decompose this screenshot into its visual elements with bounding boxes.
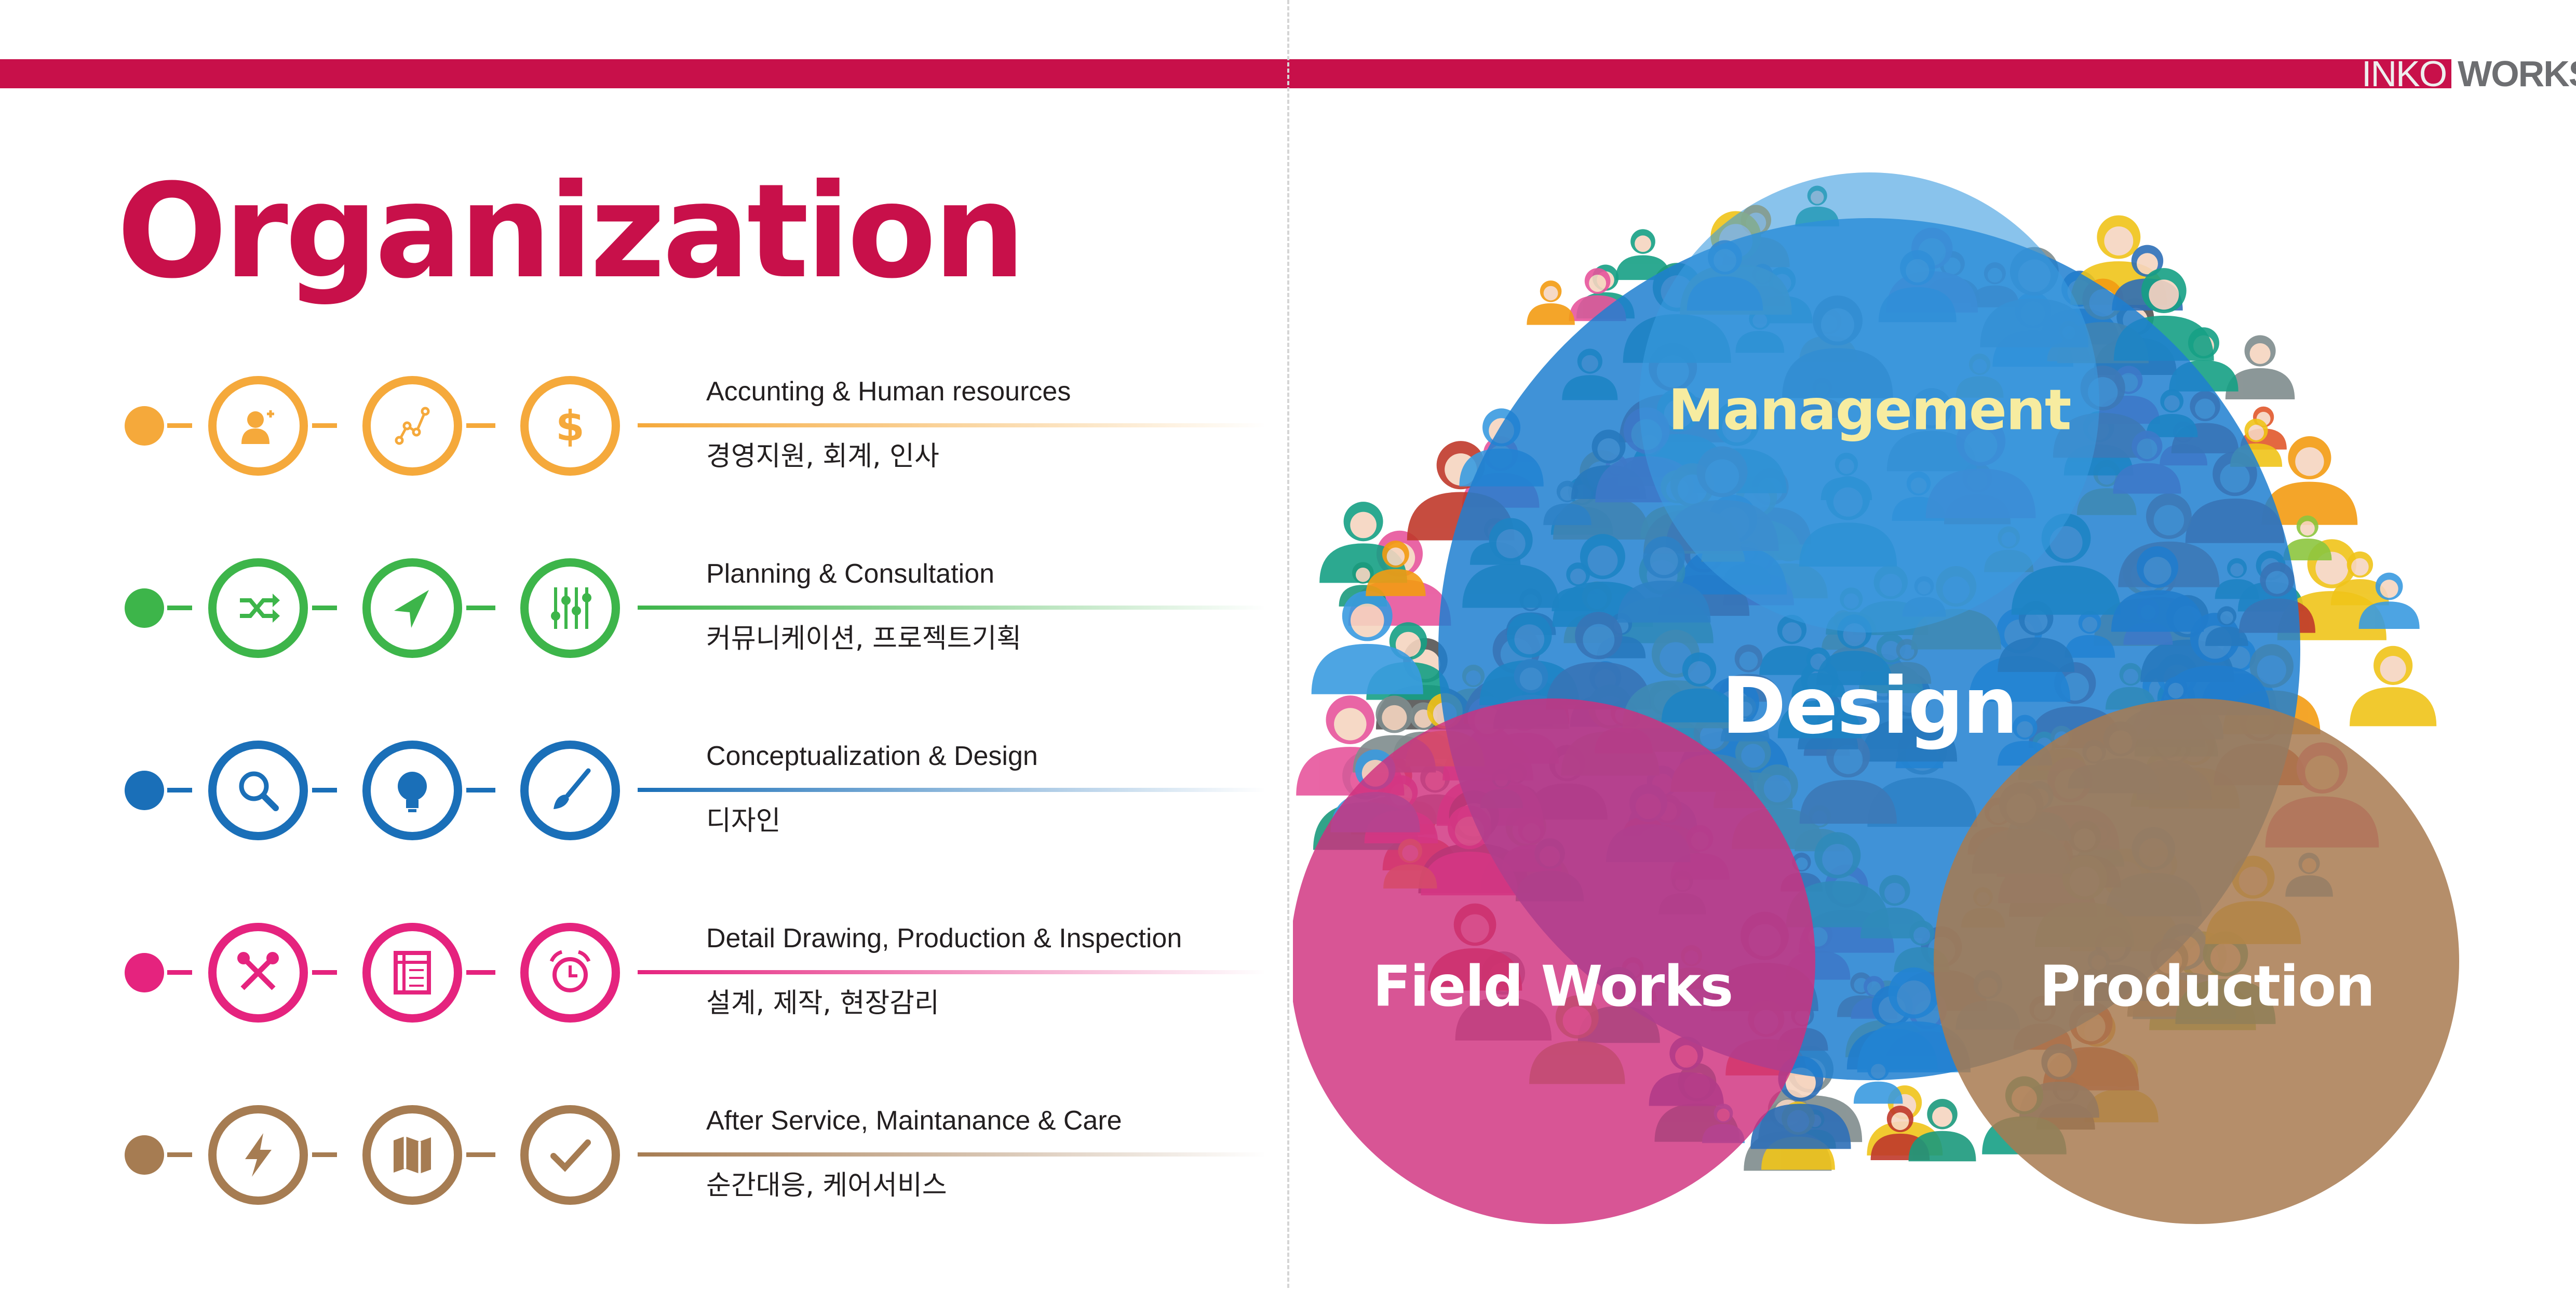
connector xyxy=(466,423,495,428)
icon-circle xyxy=(208,1105,308,1205)
connector xyxy=(312,970,337,975)
connector xyxy=(312,1152,337,1157)
row-underline xyxy=(638,1152,1266,1157)
row-underline xyxy=(638,970,1266,974)
navigation-arrow-icon xyxy=(394,590,429,628)
icon-circle xyxy=(362,558,462,658)
production-circle xyxy=(1934,698,2459,1224)
person-icon xyxy=(2283,515,2332,560)
inko-works-logo: INKO WORKS xyxy=(2362,53,2576,94)
connector xyxy=(466,970,495,975)
icon-circle xyxy=(520,558,620,658)
label-design: Design xyxy=(1721,661,2018,751)
org-row: $ Accunting & Human resources 경영지원, 회계, 인사 xyxy=(0,364,1283,488)
notepad-icon xyxy=(394,951,431,995)
search-icon xyxy=(239,771,279,811)
org-row: Detail Drawing, Production & Inspection 설… xyxy=(0,910,1283,1035)
icon-circle xyxy=(520,1105,620,1205)
dollar-icon: $ xyxy=(556,402,585,450)
person-icon xyxy=(1527,280,1575,325)
row-title-ko: 경영지원, 회계, 인사 xyxy=(706,441,939,472)
icon-circle xyxy=(208,741,308,840)
venn-graphic xyxy=(1290,172,2459,1224)
row-bullet xyxy=(125,1135,164,1175)
connector xyxy=(167,1152,192,1157)
person-icon xyxy=(2330,551,2389,606)
icon-circle xyxy=(362,1105,462,1205)
row-title-ko: 디자인 xyxy=(706,805,781,837)
person-icon xyxy=(1311,590,1423,694)
label-field-works: Field Works xyxy=(1372,954,1734,1019)
line-graph-icon xyxy=(395,407,430,445)
checkmark-icon xyxy=(550,1139,591,1172)
page-fold-divider xyxy=(1287,0,1289,1288)
person-icon xyxy=(1366,541,1426,596)
icon-circle xyxy=(362,923,462,1023)
svg-text:$: $ xyxy=(556,402,585,450)
map-icon xyxy=(394,1136,431,1174)
person-icon xyxy=(2350,646,2437,727)
alarm-clock-icon xyxy=(549,950,591,992)
label-management: Management xyxy=(1668,378,2072,443)
lightbulb-icon xyxy=(398,772,427,812)
connector xyxy=(167,606,192,610)
row-title-en: Planning & Consultation xyxy=(706,559,995,589)
row-title-ko: 커뮤니케이션, 프로젝트기획 xyxy=(706,623,1022,654)
venn-diagram: Management Design Field Works Production xyxy=(1290,93,2576,1290)
paintbrush-icon xyxy=(554,768,591,809)
person-icon xyxy=(2358,572,2420,629)
row-bullet xyxy=(125,406,164,446)
connector xyxy=(167,423,192,428)
logo-works: WORKS xyxy=(2458,53,2576,94)
org-row: After Service, Maintanance & Care 순간대응, 케… xyxy=(0,1093,1283,1217)
connector xyxy=(167,970,192,975)
connector xyxy=(312,606,337,610)
row-underline xyxy=(638,788,1266,792)
connector xyxy=(167,788,192,792)
person-icon xyxy=(2225,335,2295,400)
top-accent-bar xyxy=(0,59,2366,88)
connector xyxy=(466,606,495,610)
user-add-icon xyxy=(241,410,274,444)
row-bullet xyxy=(125,588,164,628)
row-bullet xyxy=(125,771,164,810)
icon-circle xyxy=(362,741,462,840)
connector xyxy=(312,423,337,428)
lightning-icon xyxy=(245,1133,272,1177)
row-title-en: Detail Drawing, Production & Inspection xyxy=(706,923,1182,953)
page-title: Organization xyxy=(117,156,1026,307)
row-bullet xyxy=(125,953,164,992)
icon-circle xyxy=(208,923,308,1023)
org-row: Planning & Consultation 커뮤니케이션, 프로젝트기획 xyxy=(0,546,1283,670)
row-title-en: After Service, Maintanance & Care xyxy=(706,1106,1122,1136)
icon-circle xyxy=(520,741,620,840)
label-production: Production xyxy=(2039,954,2376,1019)
icon-circle xyxy=(208,558,308,658)
connector xyxy=(466,1152,495,1157)
icon-circle xyxy=(208,376,308,476)
row-title-ko: 순간대응, 케어서비스 xyxy=(706,1170,947,1201)
tools-icon xyxy=(237,952,279,990)
field-works-circle xyxy=(1290,698,1815,1224)
person-icon xyxy=(1615,229,1670,280)
row-title-en: Conceptualization & Design xyxy=(706,741,1038,771)
shuffle-icon xyxy=(240,594,280,623)
icon-circle xyxy=(520,923,620,1023)
management-circle xyxy=(1639,172,2099,633)
row-underline xyxy=(638,423,1266,427)
org-row: Conceptualization & Design 디자인 xyxy=(0,728,1283,853)
equalizer-sliders-icon xyxy=(551,587,591,629)
icon-circle: $ xyxy=(520,376,620,476)
connector xyxy=(312,788,337,792)
icon-circle xyxy=(362,376,462,476)
row-title-en: Accunting & Human resources xyxy=(706,377,1071,407)
logo-inko: INKO xyxy=(2362,56,2452,92)
person-icon xyxy=(2261,436,2358,525)
row-underline xyxy=(638,606,1266,610)
row-title-ko: 설계, 제작, 현장감리 xyxy=(706,988,939,1019)
connector xyxy=(466,788,495,792)
person-icon xyxy=(1908,1099,1976,1162)
